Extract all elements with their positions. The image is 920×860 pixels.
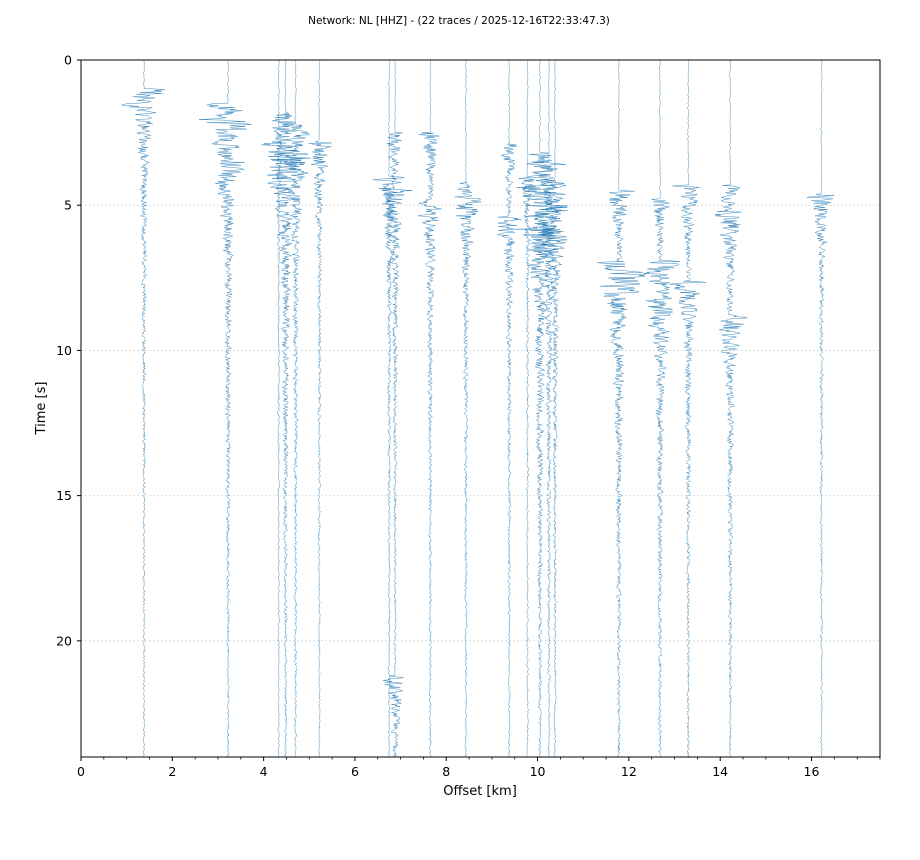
plot-area	[80, 59, 881, 758]
x-tick-label: 6	[351, 764, 359, 779]
x-tick-label: 14	[712, 764, 728, 779]
seismic-trace	[273, 59, 283, 758]
seismic-trace	[279, 59, 311, 758]
seismic-trace	[454, 59, 482, 758]
y-tick-label: 20	[56, 633, 72, 648]
seismic-trace	[518, 59, 534, 758]
y-tick-label: 0	[64, 53, 72, 68]
seismic-trace	[531, 59, 569, 758]
y-axis: 0 5 10 15 20	[56, 53, 81, 648]
seismic-trace	[417, 59, 442, 758]
x-tick-label: 10	[530, 764, 546, 779]
seismic-trace	[597, 59, 646, 758]
seismic-trace	[538, 59, 568, 758]
seismic-trace	[121, 59, 166, 758]
chart-title: Network: NL [HHZ] - (22 traces / 2025-12…	[308, 15, 610, 27]
x-tick-label: 8	[442, 764, 450, 779]
x-tick-label: 16	[804, 764, 820, 779]
x-tick-label: 0	[77, 764, 85, 779]
seismic-trace	[261, 59, 306, 758]
seismic-trace	[382, 59, 413, 758]
seismic-trace	[807, 59, 835, 758]
seismic-trace	[670, 59, 707, 758]
seismic-trace	[308, 59, 332, 758]
seismic-trace	[496, 59, 522, 758]
x-tick-label: 12	[621, 764, 637, 779]
seismic-trace	[199, 59, 252, 758]
seismic-trace	[643, 59, 681, 758]
seismic-trace	[372, 59, 405, 758]
grid-lines	[81, 204, 880, 642]
y-axis-label: Time [s]	[34, 382, 49, 436]
x-tick-label: 2	[168, 764, 176, 779]
y-tick-label: 10	[56, 343, 72, 358]
seismic-traces	[121, 59, 835, 758]
seismic-trace	[714, 59, 748, 758]
x-tick-label: 4	[260, 764, 268, 779]
axes-frame	[80, 59, 881, 758]
y-tick-label: 15	[56, 488, 72, 503]
x-axis-label: Offset [km]	[443, 784, 517, 799]
seismic-trace	[515, 59, 564, 758]
y-tick-label: 5	[64, 198, 72, 213]
x-axis: 0 2 4 6 8 10 12 14 16	[77, 757, 881, 779]
